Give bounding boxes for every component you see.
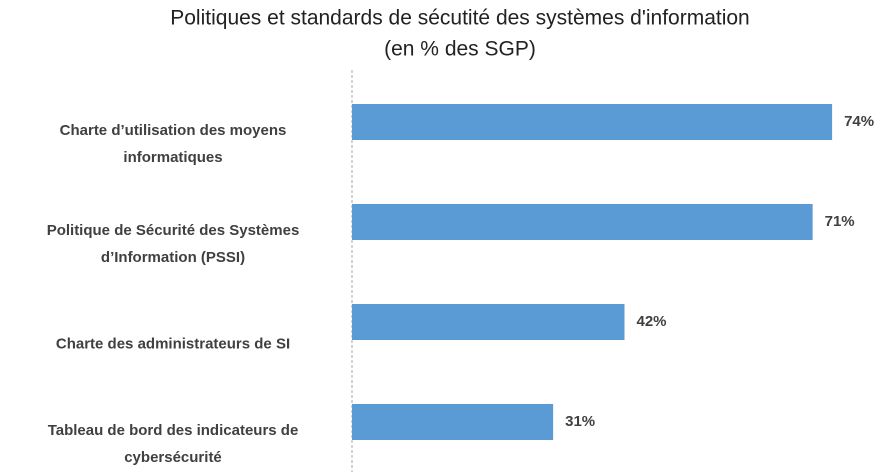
bar	[352, 104, 833, 140]
bar	[352, 304, 625, 340]
category-label: Charte d’utilisation des moyens informat…	[59, 122, 287, 166]
category-label: Politique de Sécurité des Systèmes d’Inf…	[46, 222, 300, 266]
chart-subtitle: (en % des SGP)	[384, 38, 536, 61]
value-label: 31%	[565, 413, 595, 430]
bar	[352, 204, 813, 240]
value-label: 74%	[844, 113, 874, 130]
category-label: Charte des administrateurs de SI	[55, 335, 291, 353]
value-label: 71%	[825, 213, 855, 230]
bar	[352, 404, 554, 440]
value-label: 42%	[636, 313, 666, 330]
chart-title: Politiques et standards de sécutité des …	[170, 7, 749, 30]
category-label: Tableau de bord des indicateurs de cyber…	[47, 422, 299, 466]
